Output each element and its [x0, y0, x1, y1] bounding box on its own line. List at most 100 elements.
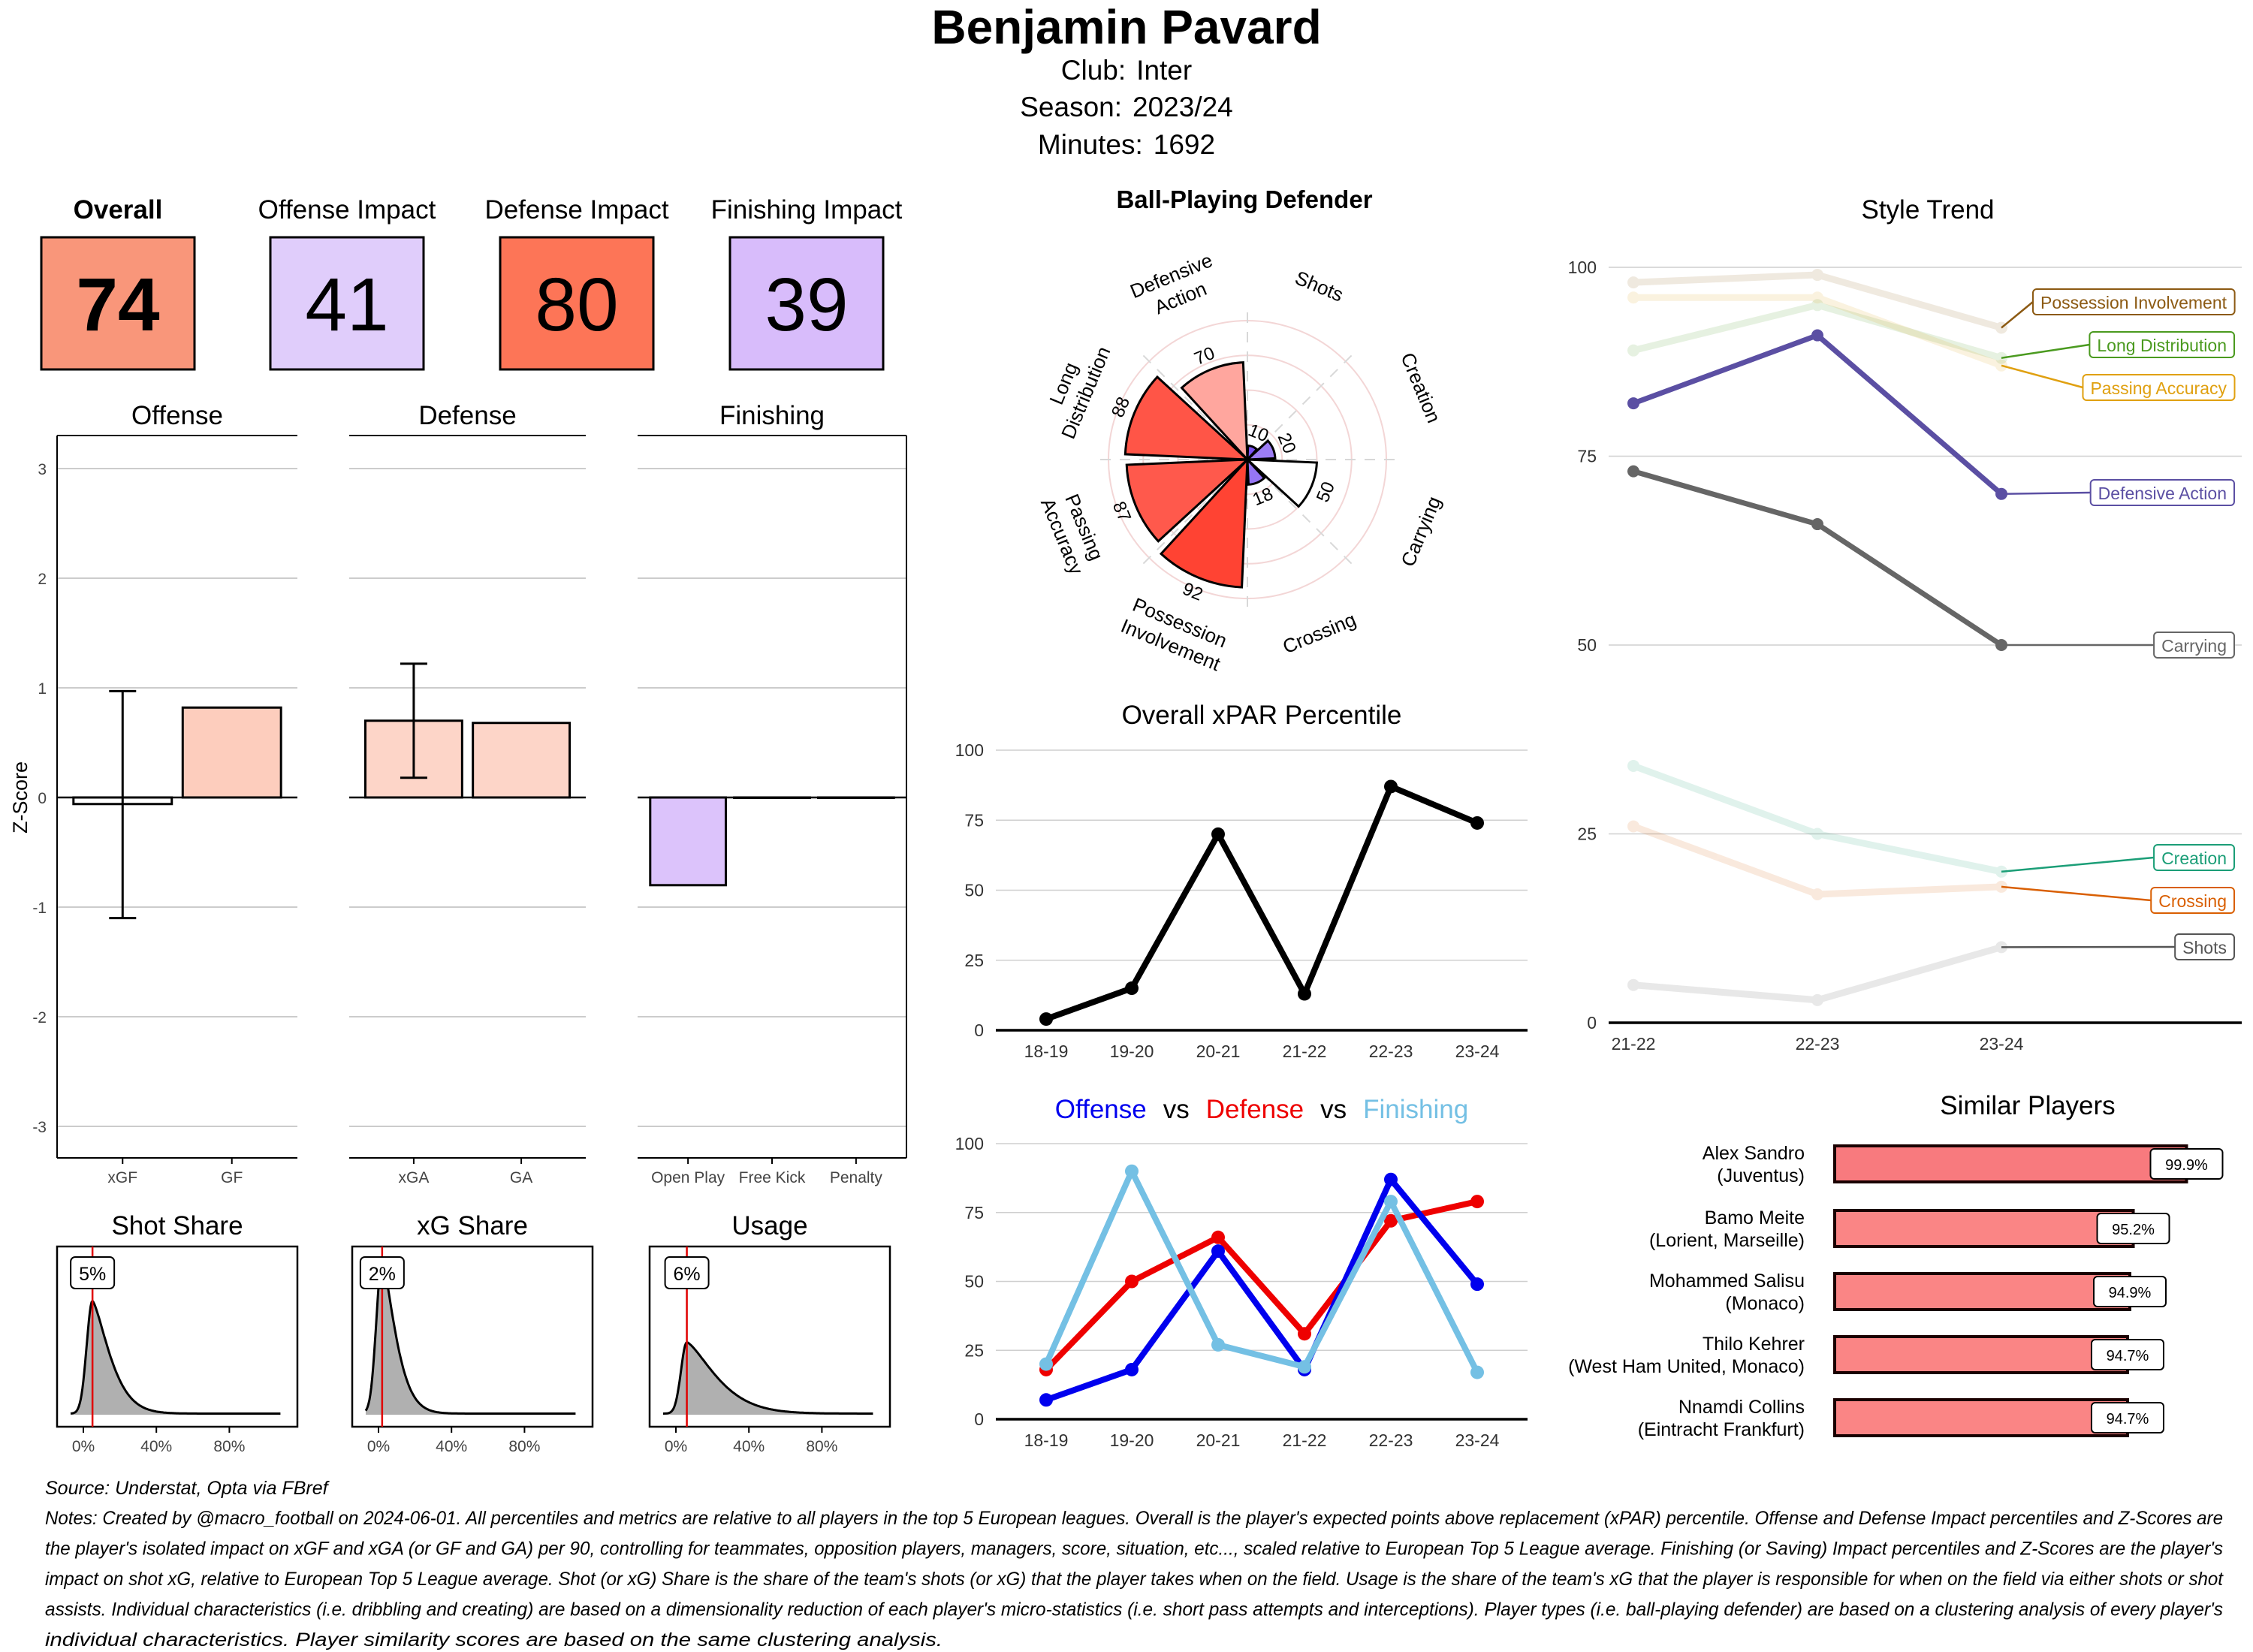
similar-players-chart: Similar Players Alex Sandro(Juventus) 99.9…	[1568, 1091, 2224, 1440]
y-tick-label: 1	[38, 680, 47, 698]
label-connector	[2001, 301, 2034, 329]
impact-label: Overall	[74, 195, 163, 225]
similarity-bar	[1833, 1398, 2129, 1437]
zscore-panel-offense: Offense xGF GF	[56, 401, 297, 1186]
zscore-bar-open-play	[649, 796, 727, 887]
minutes-label: Minutes:	[1038, 129, 1143, 160]
impact-box	[40, 236, 196, 371]
impact-label: Offense Impact	[258, 195, 436, 225]
polar-category-label: DefensiveAction	[1126, 249, 1225, 325]
series-line	[1632, 301, 2003, 362]
value-label: 5%	[79, 1264, 106, 1285]
y-tick-label: 2	[38, 571, 47, 588]
value-label: 2%	[369, 1264, 396, 1285]
y-tick-label: 75	[1577, 447, 1597, 466]
series-line	[1633, 271, 2003, 331]
polar-category-label: PossessionInvolvement	[1117, 592, 1233, 675]
series-label: Defensive Action	[2089, 479, 2235, 506]
polar-value-label: 87	[1108, 499, 1135, 525]
x-tick-label: GF	[221, 1169, 243, 1186]
similarity-label-box	[2096, 1213, 2170, 1244]
polar-bar-crossing	[1246, 456, 1266, 486]
data-point	[1811, 329, 1823, 342]
data-point	[1627, 291, 1639, 304]
trend-series-defensive-action	[1627, 329, 2007, 500]
zscore-panel-defense: Defense xGA GA	[349, 401, 586, 1186]
value-label: 6%	[674, 1264, 701, 1285]
data-point	[1384, 1213, 1398, 1228]
y-tick-label: -3	[32, 1119, 47, 1136]
data-point	[1298, 1327, 1311, 1341]
season-label: Season:	[1020, 92, 1122, 122]
data-point	[1470, 1195, 1484, 1209]
series-line	[1045, 1176, 1480, 1403]
radial-gridline	[1211, 424, 1283, 496]
series-line	[1045, 783, 1479, 1022]
series-label-text: Long Distribution	[2097, 336, 2227, 355]
x-tick-label: 40%	[733, 1438, 765, 1455]
x-tick-label: 0%	[367, 1438, 390, 1455]
similarity-value: 94.7%	[2107, 1411, 2149, 1427]
impact-label: Defense Impact	[484, 195, 668, 225]
player-name: Alex Sandro	[1703, 1143, 1805, 1164]
chart-title: Overall xPAR Percentile	[1122, 701, 1402, 730]
y-tick-label: 3	[38, 461, 47, 478]
panel-title: Offense	[131, 401, 223, 430]
chart-title: Shot Share	[111, 1211, 243, 1241]
data-point	[1811, 518, 1823, 531]
data-point	[1384, 779, 1398, 794]
series-label-text: Defensive Action	[2098, 484, 2227, 503]
polar-category-label: Shots	[1292, 266, 1347, 306]
data-point	[1627, 759, 1639, 772]
xpar-series	[1039, 779, 1484, 1026]
y-tick-label: 0	[974, 1409, 984, 1429]
similarity-bar	[1833, 1209, 2135, 1248]
xpar-percentile-chart: Overall xPAR Percentile 100 75 50 25 0 18-19 19…	[955, 701, 1528, 1061]
x-tick-label: GA	[510, 1169, 532, 1186]
y-tick-label: 50	[1577, 635, 1597, 655]
data-point	[1125, 1362, 1139, 1376]
zscore-chart: Z-Score 3 2 1 0 -1 -2 -3 Offense xGF GF Defense xGA G…	[9, 401, 907, 1186]
trend-series-shots	[1627, 941, 2007, 1006]
zscore-bar-ga	[472, 722, 572, 799]
club-label: Club:	[1061, 55, 1126, 86]
x-tick-label: 18-19	[1024, 1042, 1069, 1061]
title-part: vs	[1163, 1095, 1190, 1124]
similarity-bar	[1833, 1272, 2131, 1311]
category-word: Creation	[1396, 349, 1445, 426]
season-line: Season: 2023/24	[1020, 92, 1233, 122]
x-tick-label: 40%	[436, 1438, 467, 1455]
impact-cards: Overall 74 Offense Impact 41 Defense Impact 8…	[40, 195, 903, 371]
impact-box	[499, 236, 655, 371]
impact-card: Finishing Impact 39	[711, 195, 903, 371]
y-tick-label: 25	[1577, 824, 1597, 844]
series-label: Long Distribution	[2089, 331, 2235, 358]
x-tick-label: 19-20	[1110, 1430, 1154, 1450]
similarity-value: 94.7%	[2107, 1348, 2149, 1364]
density-line	[364, 1256, 576, 1415]
panel-title: Defense	[418, 401, 516, 430]
title-part: vs	[1320, 1095, 1347, 1124]
polar-bar-carrying	[1244, 458, 1318, 508]
x-tick-label: 21-22	[1283, 1430, 1327, 1450]
polar-category-label: Carrying	[1396, 493, 1445, 570]
series-line	[1633, 294, 2003, 369]
value-label-box	[664, 1256, 710, 1289]
player-name: Mohammed Salisu	[1649, 1271, 1805, 1292]
category-word: Carrying	[1396, 493, 1445, 570]
similar-player-row: Alex Sandro(Juventus) 99.9%	[1703, 1143, 2224, 1186]
data-point	[1039, 1357, 1053, 1371]
player-clubs: (Juventus)	[1717, 1165, 1805, 1186]
panel-title: Finishing	[719, 401, 825, 430]
similarity-label-box	[2092, 1276, 2167, 1307]
y-tick-label: -1	[32, 900, 47, 917]
chart-title: Offense vs Defense vs Finishing	[1055, 1095, 1468, 1124]
polar-bar-creation	[1244, 439, 1277, 461]
y-tick-label: 50	[964, 1272, 984, 1292]
data-point	[1627, 397, 1639, 410]
player-clubs: (West Ham United, Monaco)	[1568, 1356, 1805, 1377]
share-chart-xg-share: xG Share 2% 0% 40% 80%	[351, 1211, 594, 1455]
label-connector	[2001, 364, 2083, 389]
x-tick-label: 0%	[72, 1438, 95, 1455]
